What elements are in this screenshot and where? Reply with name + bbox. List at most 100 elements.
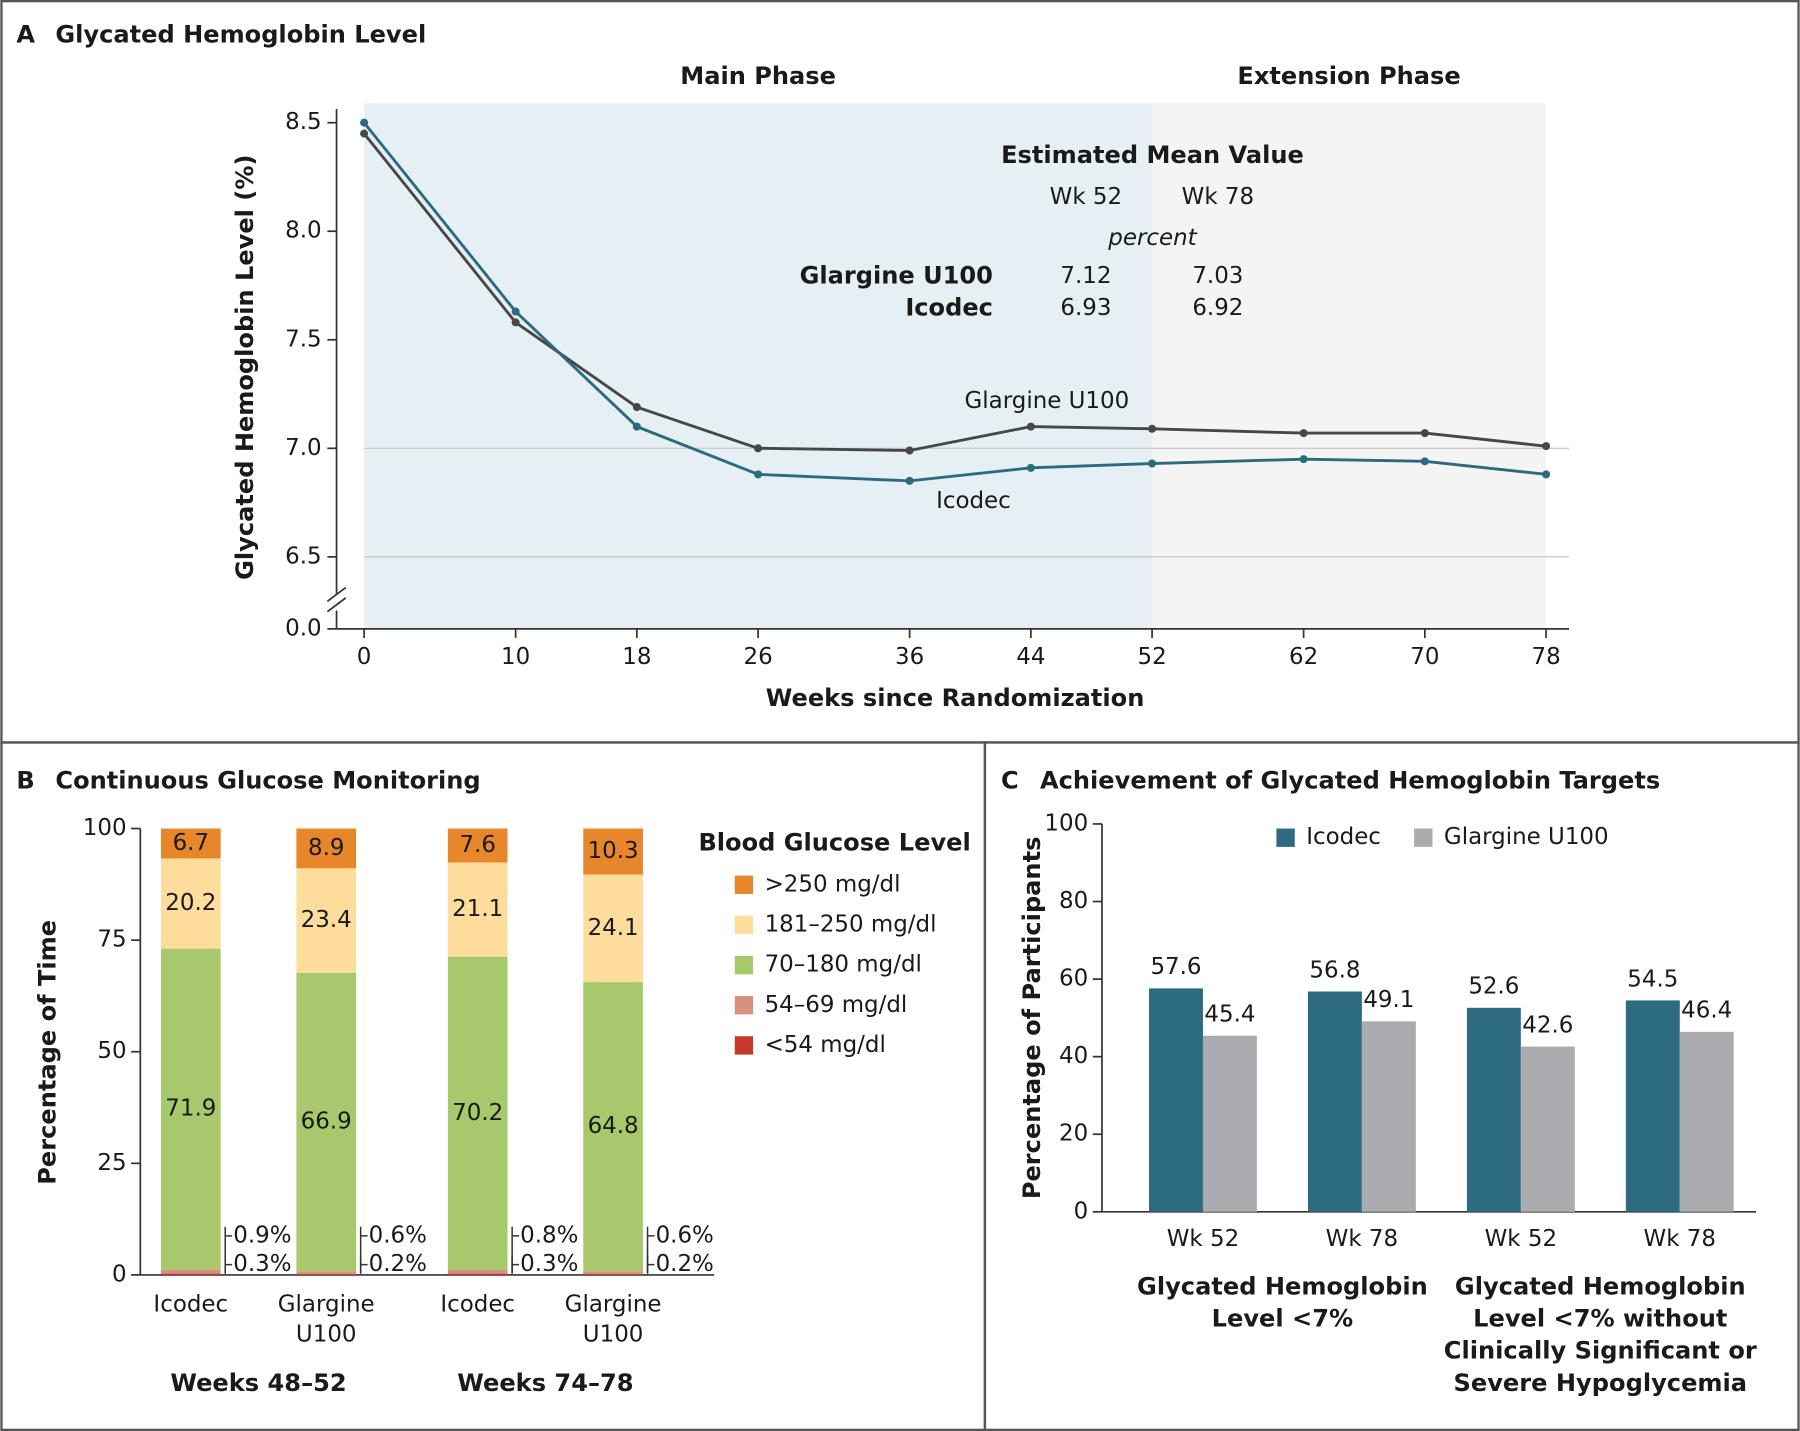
bar — [1625, 1000, 1680, 1212]
phase-band — [364, 103, 1153, 629]
value-label: 66.9 — [301, 1109, 352, 1135]
x-tick-label: 36 — [895, 644, 924, 670]
y-tick-label: 0.0 — [285, 615, 321, 641]
inset-value: 6.92 — [1192, 295, 1243, 321]
bar-segment — [583, 1271, 643, 1275]
y-tick-label: 75 — [97, 927, 126, 953]
legend-swatch — [734, 1036, 754, 1055]
group-label-box: Glycated Hemoglobin Level <7% without Cl… — [1444, 1273, 1757, 1397]
label-bracket — [511, 1255, 520, 1274]
axis-break — [326, 586, 347, 603]
legend-label: 70–180 mg/dl — [765, 952, 922, 978]
bar-segment — [583, 982, 643, 1272]
value-label: 0.2% — [656, 1251, 714, 1277]
data-point — [1026, 422, 1035, 431]
value-label: 8.9 — [308, 835, 344, 861]
y-tick-label: 7.0 — [285, 435, 321, 461]
y-tick-label: 20 — [1059, 1121, 1088, 1147]
bar — [1202, 1035, 1257, 1212]
bar-segment — [296, 868, 357, 973]
inset-value: 7.03 — [1192, 263, 1243, 289]
y-tick-label: 40 — [1059, 1043, 1088, 1069]
bar-segment — [447, 1270, 508, 1274]
data-point — [632, 403, 641, 412]
x-tick-label: Wk 78 — [1326, 1226, 1398, 1252]
x-tick-label: 0 — [357, 644, 372, 670]
legend-label: 54–69 mg/dl — [765, 992, 908, 1018]
group-label: Weeks 74–78 — [457, 1369, 634, 1397]
bar-segment — [447, 862, 508, 957]
x-tick-label: Wk 78 — [1644, 1226, 1716, 1252]
phase-band — [1152, 103, 1547, 629]
inset-value: 6.93 — [1060, 295, 1111, 321]
data-point — [511, 307, 520, 316]
inset-column: Wk 78 — [1182, 184, 1254, 210]
data-point — [1542, 442, 1551, 451]
bar-segment — [160, 828, 221, 859]
bar-segment — [447, 956, 508, 1271]
bar-segment — [296, 972, 357, 1272]
y-tick-label: 0 — [1074, 1198, 1089, 1224]
bar-segment — [583, 1274, 643, 1275]
x-tick-label: Wk 52 — [1167, 1226, 1239, 1252]
bar — [1149, 988, 1203, 1212]
value-label: 0.3% — [233, 1251, 291, 1277]
legend-label: <54 mg/dl — [765, 1032, 886, 1058]
legend-swatch — [734, 915, 754, 935]
y-tick-label: 25 — [97, 1150, 126, 1176]
panel-title: Glycated Hemoglobin Level — [55, 21, 426, 49]
data-point — [511, 318, 520, 327]
x-tick-label: 70 — [1410, 644, 1439, 670]
value-label: 21.1 — [452, 896, 503, 922]
label-bracket — [224, 1226, 233, 1273]
x-tick-label: 18 — [622, 644, 651, 670]
group-label-box: Glycated Hemoglobin Level <7% — [1137, 1272, 1428, 1333]
value-label: 56.8 — [1309, 957, 1360, 983]
y-tick-label: 8.0 — [285, 218, 321, 244]
value-label: 20.2 — [165, 890, 216, 916]
label-bracket — [224, 1255, 233, 1274]
legend-swatch — [734, 996, 754, 1015]
panel-title: Achievement of Glycated Hemoglobin Targe… — [1040, 766, 1660, 794]
series-line — [362, 132, 1547, 452]
data-point — [754, 444, 763, 453]
value-label: 23.4 — [301, 907, 352, 933]
group-label: Weeks 48–52 — [170, 1369, 347, 1397]
x-tick-label: Glargine U100 — [564, 1289, 662, 1348]
inset-column: Wk 52 — [1050, 184, 1122, 210]
data-point — [360, 129, 369, 138]
phase-label: Extension Phase — [1237, 62, 1460, 90]
value-label: 0.6% — [369, 1222, 427, 1248]
inset-value: 7.12 — [1060, 263, 1111, 289]
bar — [1520, 1046, 1575, 1212]
bar-segment — [160, 858, 221, 949]
group-label-box: Weeks 48–52 — [170, 1369, 347, 1397]
legend-swatch — [734, 875, 754, 894]
x-tick-label-box: Glargine U100 — [564, 1289, 662, 1348]
data-point — [905, 446, 914, 455]
value-label: 0.8% — [520, 1222, 578, 1248]
inset-unit: percent — [1107, 225, 1197, 251]
data-point — [360, 118, 369, 127]
x-tick-label: 62 — [1289, 644, 1318, 670]
value-label: 6.7 — [173, 830, 209, 856]
value-label: 42.6 — [1522, 1012, 1573, 1038]
y-tick-label: 8.5 — [285, 109, 321, 135]
y-axis-label: Percentage of Time — [34, 920, 62, 1185]
legend-swatch — [734, 955, 754, 975]
group-label: Glycated Hemoglobin Level <7% — [1137, 1272, 1428, 1333]
y-tick-label: 50 — [97, 1038, 126, 1064]
data-point — [1299, 455, 1308, 464]
x-tick-label: Wk 52 — [1485, 1226, 1557, 1252]
value-label: 57.6 — [1150, 954, 1201, 980]
axis-break — [326, 597, 347, 613]
y-tick-label: 0 — [112, 1261, 127, 1287]
x-tick-label: Glargine U100 — [277, 1289, 375, 1348]
value-label: 46.4 — [1681, 998, 1732, 1024]
x-tick-label: 26 — [743, 644, 772, 670]
x-tick-label: 78 — [1531, 644, 1560, 670]
bar-segment — [447, 828, 508, 863]
bar-segment — [296, 1271, 357, 1275]
group-label-box: Weeks 74–78 — [457, 1369, 634, 1397]
